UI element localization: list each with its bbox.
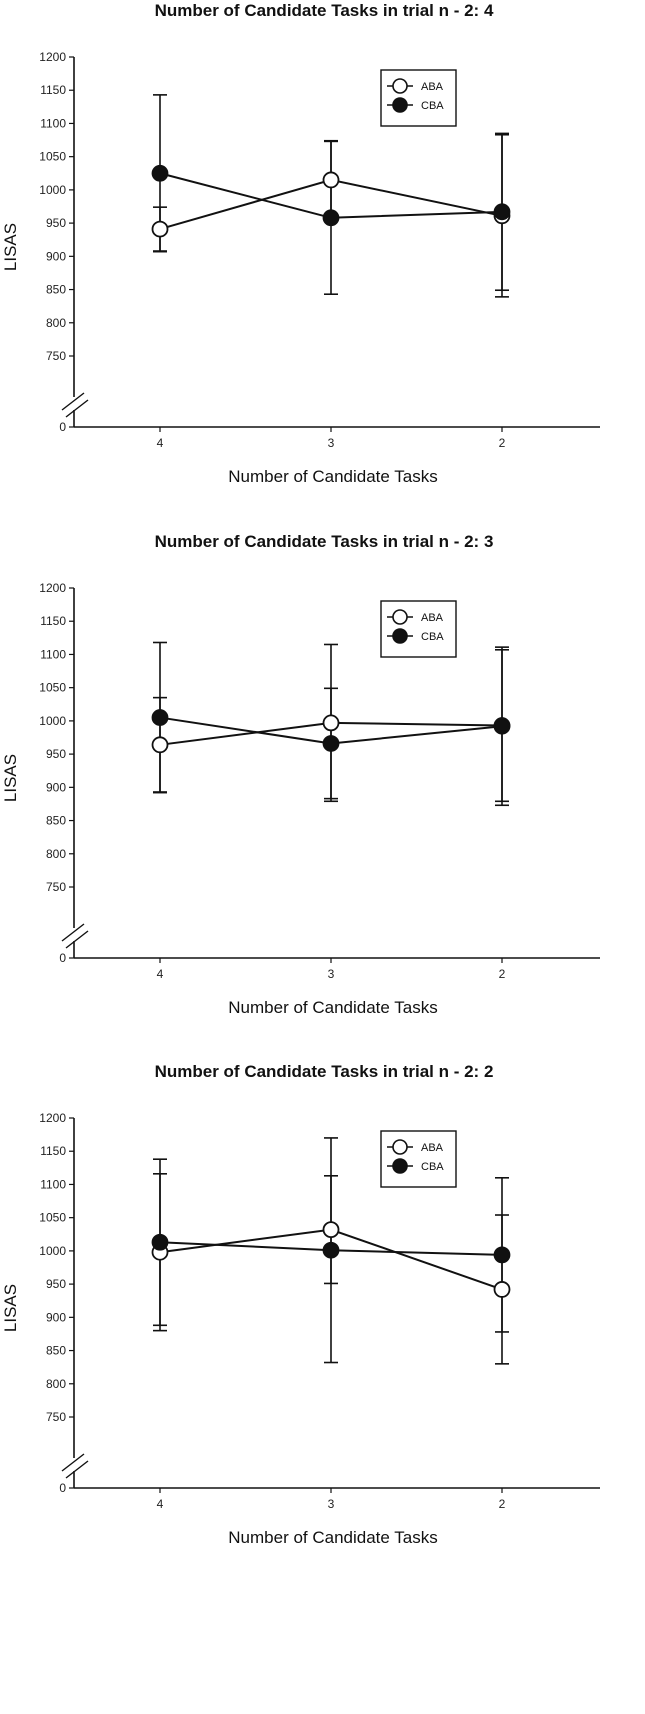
chart-title: Number of Candidate Tasks in trial n - 2… <box>155 1062 494 1081</box>
y-tick-label: 1150 <box>40 1144 66 1158</box>
axis-break-mark <box>65 1460 89 1479</box>
x-axis-label: Number of Candidate Tasks <box>228 998 437 1017</box>
y-tick-label: 0 <box>59 420 66 434</box>
y-tick-label: 1200 <box>39 581 66 595</box>
data-point-cba <box>322 209 340 227</box>
x-axis-label: Number of Candidate Tasks <box>228 1528 437 1547</box>
y-tick-label: 1050 <box>39 681 66 695</box>
x-tick-label: 2 <box>499 436 506 450</box>
legend-marker <box>392 628 408 644</box>
data-point-cba <box>151 164 169 182</box>
legend-marker <box>392 78 408 94</box>
y-tick-label: 750 <box>46 880 66 894</box>
data-point-cba <box>493 717 511 735</box>
chart-panel: Number of Candidate Tasks in trial n - 2… <box>1 1062 600 1547</box>
y-tick-label: 900 <box>46 1310 66 1324</box>
y-tick-label: 0 <box>59 1481 66 1495</box>
data-point-cba <box>493 203 511 221</box>
x-tick-label: 4 <box>157 1497 164 1511</box>
y-tick-label: 850 <box>46 814 66 828</box>
y-tick-label: 850 <box>46 283 66 297</box>
chart-title: Number of Candidate Tasks in trial n - 2… <box>155 532 494 551</box>
data-point-cba <box>322 735 340 752</box>
y-tick-label: 750 <box>46 349 66 363</box>
data-point-cba <box>493 1246 511 1264</box>
chart-panel: Number of Candidate Tasks in trial n - 2… <box>1 1 600 486</box>
legend-label: CBA <box>421 1161 444 1173</box>
x-tick-label: 4 <box>157 436 164 450</box>
legend-label: CBA <box>421 631 444 643</box>
y-tick-label: 1200 <box>39 1111 66 1125</box>
axis-break-mark <box>61 923 85 942</box>
y-axis-label: LISAS <box>1 223 20 271</box>
x-tick-label: 2 <box>499 967 506 981</box>
y-tick-label: 1200 <box>39 50 66 64</box>
y-axis-label: LISAS <box>1 1284 20 1332</box>
legend-marker <box>392 1139 408 1155</box>
x-tick-label: 4 <box>157 967 164 981</box>
y-tick-label: 750 <box>46 1410 66 1424</box>
x-axis-label: Number of Candidate Tasks <box>228 467 437 486</box>
data-point-aba <box>322 1221 340 1239</box>
y-tick-label: 1000 <box>39 183 66 197</box>
axis-break-mark <box>61 1453 85 1472</box>
y-tick-label: 800 <box>46 316 66 330</box>
y-tick-label: 850 <box>46 1344 66 1358</box>
data-point-aba <box>151 736 169 754</box>
y-axis-label: LISAS <box>1 754 20 802</box>
y-tick-label: 1000 <box>39 1244 66 1258</box>
data-point-cba <box>322 1241 340 1259</box>
chart-panel: Number of Candidate Tasks in trial n - 2… <box>1 532 600 1017</box>
y-tick-label: 950 <box>46 216 66 230</box>
x-tick-label: 3 <box>328 967 335 981</box>
legend-box <box>380 69 457 127</box>
x-tick-label: 3 <box>328 436 335 450</box>
y-tick-label: 1150 <box>40 614 66 628</box>
legend-box <box>380 600 457 658</box>
x-tick-label: 2 <box>499 1497 506 1511</box>
y-tick-label: 1100 <box>40 647 66 661</box>
y-tick-label: 900 <box>46 780 66 794</box>
data-point-aba <box>322 171 340 189</box>
chart-title: Number of Candidate Tasks in trial n - 2… <box>155 1 494 20</box>
legend-label: ABA <box>421 81 444 93</box>
y-tick-label: 1100 <box>40 1177 66 1191</box>
legend-marker <box>392 609 408 625</box>
y-tick-label: 1050 <box>39 1211 66 1225</box>
y-tick-label: 1100 <box>40 116 66 130</box>
y-tick-label: 1150 <box>40 83 66 97</box>
data-point-cba <box>151 709 169 726</box>
legend-marker <box>392 1158 408 1174</box>
y-tick-label: 900 <box>46 249 66 263</box>
y-tick-label: 800 <box>46 847 66 861</box>
y-tick-label: 950 <box>46 747 66 761</box>
data-point-aba <box>322 714 340 732</box>
axis-break-mark <box>61 392 85 411</box>
y-tick-label: 800 <box>46 1377 66 1391</box>
legend-box <box>380 1130 457 1188</box>
y-tick-label: 950 <box>46 1277 66 1291</box>
data-point-cba <box>151 1233 169 1251</box>
y-tick-label: 1000 <box>39 714 66 728</box>
legend-label: ABA <box>421 612 444 624</box>
legend-label: CBA <box>421 100 444 112</box>
y-tick-label: 1050 <box>39 150 66 164</box>
data-point-aba <box>493 1281 511 1298</box>
axis-break-mark <box>65 930 89 949</box>
data-point-aba <box>151 220 169 238</box>
x-tick-label: 3 <box>328 1497 335 1511</box>
y-tick-label: 0 <box>59 951 66 965</box>
axis-break-mark <box>65 399 89 418</box>
legend-marker <box>392 97 408 113</box>
legend-label: ABA <box>421 1142 444 1154</box>
